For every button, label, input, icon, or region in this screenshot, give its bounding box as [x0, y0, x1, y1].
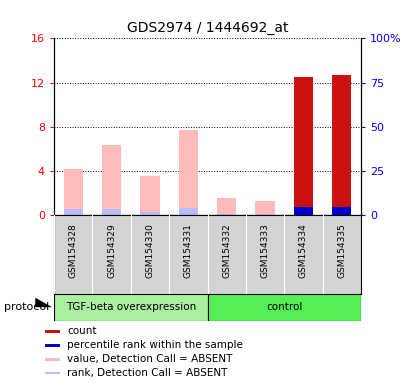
Bar [208, 294, 361, 321]
Bar [45, 358, 60, 361]
Bar [179, 209, 198, 215]
Text: GSM154333: GSM154333 [261, 223, 270, 278]
Bar [140, 176, 159, 215]
Bar [256, 201, 275, 215]
Bar [63, 169, 83, 215]
Text: protocol: protocol [4, 302, 49, 312]
Bar [45, 330, 60, 333]
Bar [54, 294, 208, 321]
Text: count: count [67, 326, 97, 336]
Bar [294, 207, 313, 215]
Text: GSM154329: GSM154329 [107, 223, 116, 278]
Bar [102, 209, 121, 215]
Text: GSM154328: GSM154328 [68, 223, 78, 278]
Text: percentile rank within the sample: percentile rank within the sample [67, 340, 243, 350]
Text: TGF-beta overexpression: TGF-beta overexpression [66, 302, 196, 312]
Bar [45, 372, 60, 374]
Text: control: control [266, 302, 303, 312]
Bar [332, 207, 352, 215]
Bar [256, 214, 275, 215]
Title: GDS2974 / 1444692_at: GDS2974 / 1444692_at [127, 21, 288, 35]
Bar [217, 199, 236, 215]
Bar [179, 130, 198, 215]
Bar [140, 212, 159, 215]
Text: rank, Detection Call = ABSENT: rank, Detection Call = ABSENT [67, 368, 227, 378]
Polygon shape [35, 298, 52, 307]
Bar [63, 209, 83, 215]
Text: GSM154330: GSM154330 [145, 223, 154, 278]
Bar [332, 75, 352, 215]
Bar [102, 146, 121, 215]
Bar [45, 344, 60, 347]
Bar [217, 214, 236, 215]
Text: GSM154335: GSM154335 [337, 223, 347, 278]
Text: GSM154331: GSM154331 [184, 223, 193, 278]
Text: GSM154334: GSM154334 [299, 223, 308, 278]
Bar [294, 77, 313, 215]
Text: GSM154332: GSM154332 [222, 223, 231, 278]
Text: value, Detection Call = ABSENT: value, Detection Call = ABSENT [67, 354, 232, 364]
